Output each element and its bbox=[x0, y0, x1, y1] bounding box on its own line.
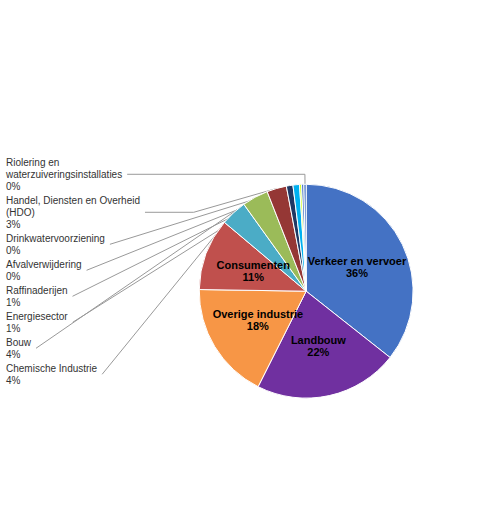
svg-text:Verkeer en vervoer: Verkeer en vervoer bbox=[308, 255, 407, 267]
svg-text:Drinkwatervoorziening: Drinkwatervoorziening bbox=[6, 233, 105, 244]
svg-text:Consumenten: Consumenten bbox=[217, 259, 291, 271]
svg-text:4%: 4% bbox=[6, 349, 21, 360]
svg-text:11%: 11% bbox=[243, 271, 265, 283]
svg-text:0%: 0% bbox=[6, 245, 21, 256]
svg-text:Bouw: Bouw bbox=[6, 337, 32, 348]
svg-text:Handel, Diensten en Overheid: Handel, Diensten en Overheid bbox=[6, 195, 140, 206]
svg-text:0%: 0% bbox=[6, 181, 21, 192]
svg-text:36%: 36% bbox=[346, 267, 368, 279]
svg-text:22%: 22% bbox=[307, 346, 329, 358]
svg-text:Riolering en: Riolering en bbox=[6, 157, 59, 168]
svg-text:3%: 3% bbox=[6, 219, 21, 230]
svg-text:1%: 1% bbox=[6, 297, 21, 308]
svg-text:Overige industrie: Overige industrie bbox=[213, 308, 303, 320]
svg-text:Landbouw: Landbouw bbox=[291, 334, 346, 346]
svg-text:18%: 18% bbox=[247, 320, 269, 332]
svg-text:Chemische Industrie: Chemische Industrie bbox=[6, 363, 98, 374]
svg-text:4%: 4% bbox=[6, 375, 21, 386]
svg-text:0%: 0% bbox=[6, 271, 21, 282]
svg-text:Energiesector: Energiesector bbox=[6, 311, 68, 322]
svg-text:waterzuiveringsinstallaties: waterzuiveringsinstallaties bbox=[5, 169, 122, 180]
svg-text:1%: 1% bbox=[6, 323, 21, 334]
svg-text:Raffinaderijen: Raffinaderijen bbox=[6, 285, 68, 296]
svg-text:Afvalverwijdering: Afvalverwijdering bbox=[6, 259, 82, 270]
svg-text:(HDO): (HDO) bbox=[6, 207, 35, 218]
